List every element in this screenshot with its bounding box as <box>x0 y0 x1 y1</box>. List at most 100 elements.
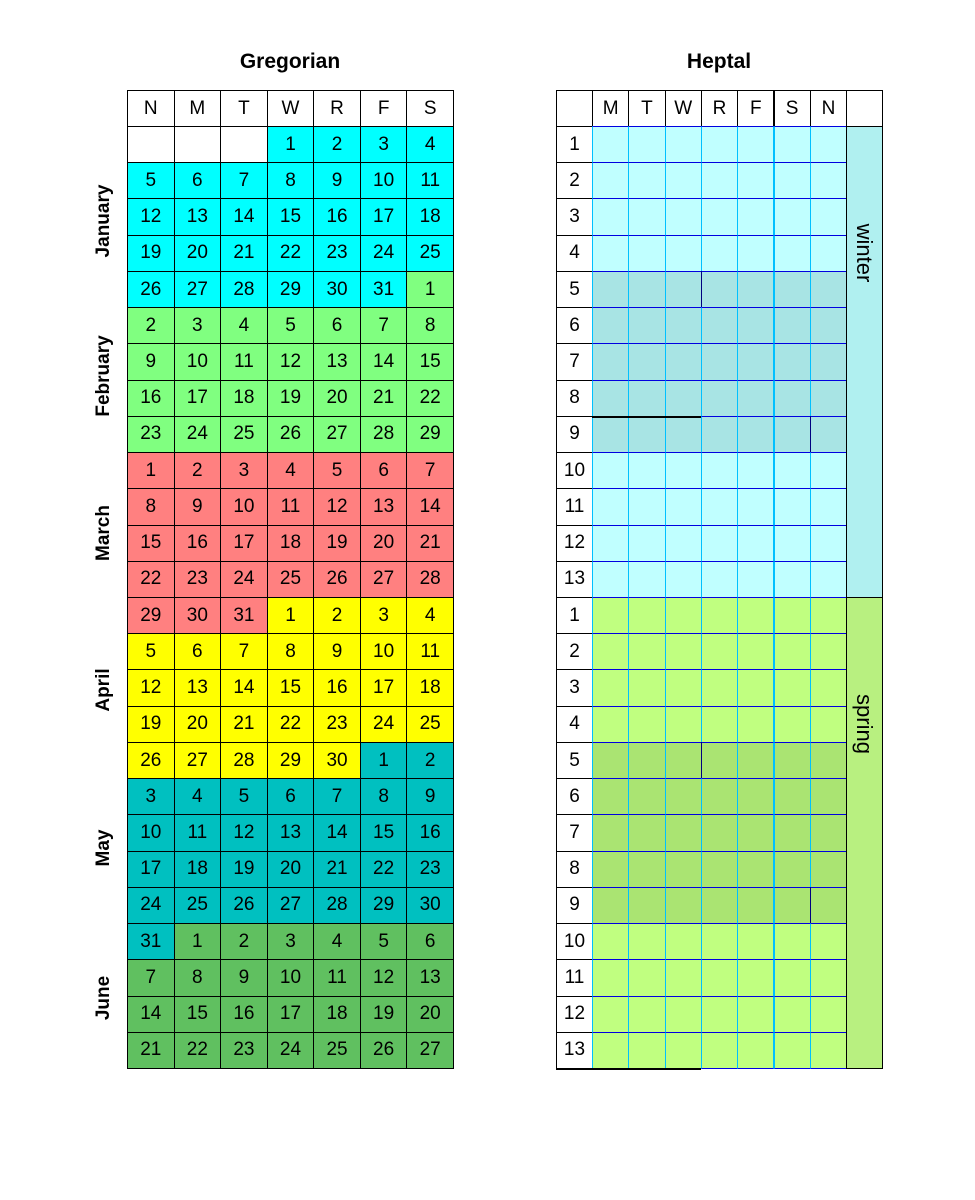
heptal-day-cell <box>809 415 848 454</box>
day-cell: 3 <box>127 778 175 816</box>
day-cell: 14 <box>220 198 268 236</box>
day-cell: 18 <box>173 850 222 888</box>
heptal-day-cell <box>737 488 775 526</box>
day-cell: 1 <box>173 923 222 961</box>
heptal-day-cell <box>592 198 630 236</box>
heptal-day-cell <box>809 560 848 598</box>
day-cell: 5 <box>127 633 175 671</box>
day-cell: 26 <box>220 886 268 925</box>
day-cell: 8 <box>266 633 315 671</box>
heptal-day-cell <box>700 560 739 598</box>
heptal-day-cell <box>592 452 630 490</box>
heptal-day-cell <box>737 850 775 888</box>
heptal-day-cell <box>592 379 630 417</box>
week-number: 8 <box>556 379 593 417</box>
season-cell <box>846 126 884 598</box>
heptal-day-cell <box>664 343 702 381</box>
day-cell: 16 <box>173 524 222 562</box>
weekday-header: T <box>220 90 268 127</box>
day-cell: 27 <box>313 415 361 454</box>
day-cell: 10 <box>127 814 175 852</box>
heptal-day-cell <box>773 923 811 961</box>
heptal-day-cell <box>737 995 775 1033</box>
day-cell: 10 <box>359 162 408 200</box>
day-cell: 31 <box>127 923 175 961</box>
day-cell: 21 <box>313 850 361 888</box>
heptal-day-cell <box>700 995 739 1033</box>
heptal-day-cell <box>773 633 811 671</box>
day-cell: 28 <box>220 270 268 309</box>
week-number: 10 <box>556 923 593 961</box>
heptal-day-cell <box>737 705 775 743</box>
day-cell: 1 <box>359 741 408 780</box>
heptal-day-cell <box>628 415 666 454</box>
day-cell: 22 <box>127 560 175 598</box>
day-cell: 28 <box>359 415 408 454</box>
heptal-day-cell <box>737 307 775 345</box>
day-cell: 13 <box>406 959 454 997</box>
day-cell: 26 <box>266 415 315 454</box>
heptal-day-cell <box>592 1031 630 1069</box>
day-cell: 11 <box>406 162 454 200</box>
heptal-day-cell <box>809 1031 848 1069</box>
heptal-day-cell <box>700 923 739 961</box>
week-number: 13 <box>556 560 593 598</box>
month-label: January <box>93 184 114 258</box>
heptal-day-cell <box>664 633 702 671</box>
day-cell: 10 <box>359 633 408 671</box>
heptal-day-cell <box>664 596 702 635</box>
day-cell: 28 <box>220 741 268 780</box>
heptal-day-cell <box>700 343 739 381</box>
day-cell: 23 <box>313 705 361 743</box>
day-cell: 2 <box>313 126 361 164</box>
day-cell: 18 <box>313 995 361 1033</box>
heptal-day-cell <box>809 995 848 1033</box>
heptal-day-cell <box>809 488 848 526</box>
heptal-day-cell <box>737 1031 775 1069</box>
heptal-day-cell <box>700 814 739 852</box>
day-cell: 4 <box>266 452 315 490</box>
heptal-day-cell <box>664 705 702 743</box>
heptal-day-cell <box>592 814 630 852</box>
day-cell: 5 <box>266 307 315 345</box>
day-cell: 7 <box>220 633 268 671</box>
month-label: June <box>93 975 114 1020</box>
heptal-day-cell <box>773 343 811 381</box>
day-cell: 4 <box>406 126 454 164</box>
day-cell: 3 <box>266 923 315 961</box>
weekday-header: S <box>406 90 454 127</box>
heptal-day-cell <box>773 488 811 526</box>
day-cell: 16 <box>220 995 268 1033</box>
heptal-day-cell <box>592 162 630 200</box>
heptal-day-cell <box>773 162 811 200</box>
day-cell: 13 <box>266 814 315 852</box>
week-number: 5 <box>556 270 593 309</box>
weekday-header: S <box>773 90 811 127</box>
day-cell: 25 <box>220 415 268 454</box>
day-cell: 18 <box>406 198 454 236</box>
day-cell: 16 <box>313 669 361 707</box>
day-cell <box>127 126 175 164</box>
day-cell: 2 <box>406 741 454 780</box>
heptal-day-cell <box>809 959 848 997</box>
day-cell: 14 <box>220 669 268 707</box>
day-cell: 11 <box>313 959 361 997</box>
weekday-header: R <box>313 90 361 127</box>
day-cell: 24 <box>359 234 408 272</box>
heptal-day-cell <box>628 234 666 272</box>
day-cell: 1 <box>127 452 175 490</box>
week-divider <box>700 741 702 779</box>
corner-cell <box>556 90 593 127</box>
heptal-day-cell <box>592 923 630 961</box>
day-cell: 19 <box>266 379 315 417</box>
heptal-day-cell <box>664 741 702 780</box>
heptal-day-cell <box>773 1031 811 1069</box>
heptal-day-cell <box>737 415 775 454</box>
day-cell: 6 <box>266 778 315 816</box>
week-number: 12 <box>556 524 593 562</box>
heptal-day-cell <box>628 778 666 816</box>
heptal-day-cell <box>628 923 666 961</box>
day-cell <box>173 126 222 164</box>
day-cell: 1 <box>266 126 315 164</box>
heptal-day-cell <box>700 741 739 780</box>
